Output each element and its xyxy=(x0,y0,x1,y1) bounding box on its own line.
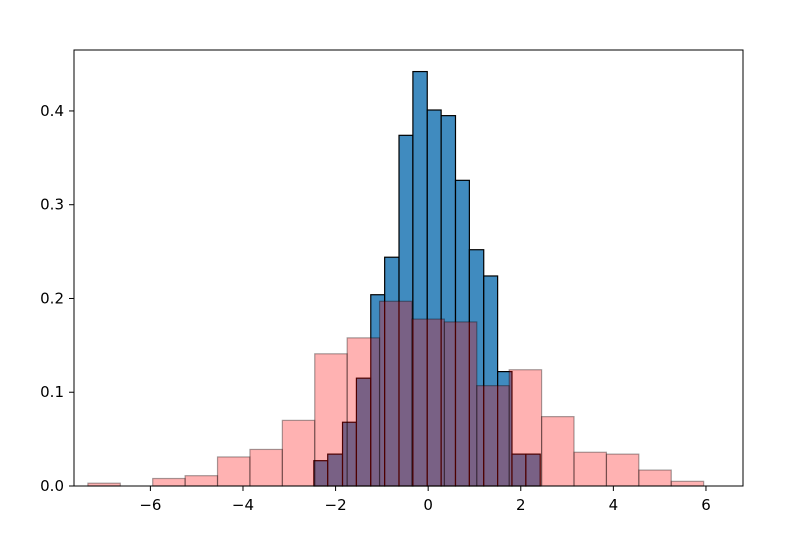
histogram-bar-series-1 xyxy=(411,318,445,487)
histogram-bar-series-1 xyxy=(605,453,640,487)
histogram-bar-series-1 xyxy=(314,353,348,487)
x-tick-label: −2 xyxy=(325,496,347,514)
histogram-bar-series-1 xyxy=(508,369,543,487)
histogram-bar-series-1 xyxy=(378,300,413,487)
histogram-bar-series-1 xyxy=(638,469,672,487)
y-tick-label: 0.2 xyxy=(40,289,64,307)
x-tick-label: −6 xyxy=(139,496,161,514)
x-tick-label: 4 xyxy=(609,496,619,514)
histogram-bar-series-1 xyxy=(573,451,608,487)
histogram-bar-series-1 xyxy=(152,477,186,487)
histogram-bar-series-1 xyxy=(249,448,283,487)
histogram-bar-series-1 xyxy=(670,480,705,487)
histogram-bar-series-1 xyxy=(216,456,251,487)
x-tick-label: −4 xyxy=(232,496,254,514)
histogram-bar-series-1 xyxy=(346,337,381,487)
histogram-bar-series-1 xyxy=(476,385,510,487)
y-tick-label: 0.0 xyxy=(40,477,64,495)
x-tick-label: 0 xyxy=(423,496,433,514)
x-tick-label: 6 xyxy=(701,496,711,514)
y-tick-label: 0.1 xyxy=(40,383,64,401)
axes-layer: −6 −4 −2 0 2 4 6 0.0 0.1 0.2 0.3 0.4 xyxy=(40,49,744,514)
y-tick-label: 0.4 xyxy=(40,102,64,120)
histogram-bar-series-1 xyxy=(541,416,575,487)
histogram-bar-series-1 xyxy=(443,321,478,487)
plot-frame xyxy=(73,49,744,487)
bars-layer xyxy=(87,70,705,487)
histogram-bar-series-1 xyxy=(184,475,219,487)
y-tick-label: 0.3 xyxy=(40,196,64,214)
x-tick-label: 2 xyxy=(516,496,526,514)
histogram-bar-series-1 xyxy=(281,419,316,487)
